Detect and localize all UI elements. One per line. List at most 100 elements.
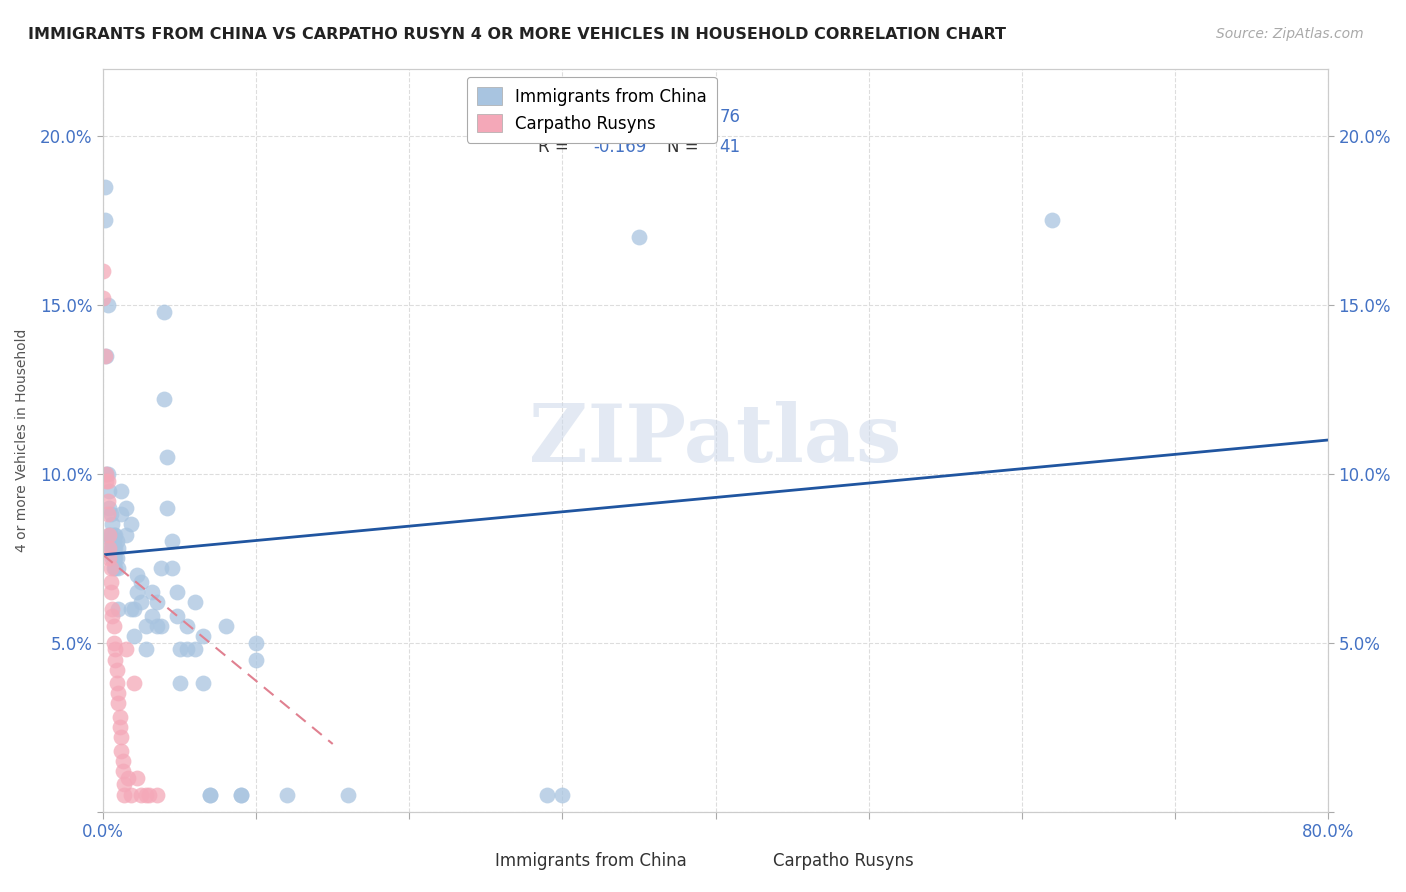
Text: Source: ZipAtlas.com: Source: ZipAtlas.com (1216, 27, 1364, 41)
Point (156, 500, 179, 515)
Point (97, 493, 120, 508)
Point (245, 652, 267, 666)
Point (107, 602, 129, 616)
Text: N =: N = (666, 137, 703, 155)
Point (117, 771, 139, 785)
Point (114, 788, 136, 802)
Text: -0.169: -0.169 (593, 137, 647, 155)
Point (122, 629, 145, 643)
Point (145, 788, 167, 802)
Point (160, 534, 183, 549)
Point (103, 635, 125, 649)
Point (105, 534, 128, 549)
Point (104, 551, 127, 566)
Point (131, 788, 153, 802)
Point (91, 291, 114, 305)
Point (103, 551, 125, 566)
Point (93, 213, 115, 227)
Point (337, 788, 360, 802)
Point (108, 710, 131, 724)
Point (627, 230, 650, 244)
Point (214, 619, 236, 633)
Point (169, 676, 191, 690)
Point (153, 304, 176, 318)
Point (551, 788, 574, 802)
Point (98, 527, 121, 541)
Point (91, 264, 114, 278)
Point (131, 595, 153, 609)
Text: R =: R = (538, 137, 574, 155)
Point (166, 608, 188, 623)
Point (100, 527, 122, 541)
Point (184, 595, 207, 609)
Point (184, 642, 207, 657)
Point (111, 754, 134, 768)
Text: IMMIGRANTS FROM CHINA VS CARPATHO RUSYN 4 OR MORE VEHICLES IN HOUSEHOLD CORRELAT: IMMIGRANTS FROM CHINA VS CARPATHO RUSYN … (28, 27, 1007, 42)
Text: 0.209: 0.209 (593, 108, 640, 126)
Point (103, 534, 125, 549)
Point (94, 349, 117, 363)
Point (98, 527, 121, 541)
Point (120, 602, 142, 616)
Point (150, 561, 173, 575)
Point (150, 619, 173, 633)
Point (100, 508, 122, 522)
Point (122, 602, 145, 616)
Point (141, 585, 163, 599)
Point (107, 541, 129, 555)
Point (120, 517, 142, 532)
Point (104, 527, 127, 541)
Point (107, 697, 129, 711)
Point (115, 527, 138, 541)
Point (104, 652, 127, 666)
Point (107, 561, 129, 575)
Point (107, 686, 129, 700)
Point (135, 642, 157, 657)
Point (100, 585, 122, 599)
Point (191, 629, 214, 643)
Point (111, 764, 134, 778)
Point (191, 676, 214, 690)
Y-axis label: 4 or more Vehicles in Household: 4 or more Vehicles in Household (15, 328, 30, 552)
Point (110, 508, 132, 522)
Point (135, 619, 157, 633)
Point (145, 619, 167, 633)
Point (105, 551, 128, 566)
Point (98, 551, 121, 566)
Legend: Immigrants from China, Carpatho Rusyns: Immigrants from China, Carpatho Rusyns (467, 77, 717, 143)
Point (98, 483, 121, 498)
Point (138, 788, 160, 802)
Point (160, 561, 183, 575)
Point (120, 788, 142, 802)
Point (125, 585, 148, 599)
Point (200, 788, 222, 802)
Point (98, 500, 121, 515)
Point (156, 450, 179, 464)
Point (166, 585, 188, 599)
Point (115, 642, 138, 657)
Point (93, 349, 115, 363)
Point (101, 541, 124, 555)
Point (101, 602, 124, 616)
Point (125, 568, 148, 582)
Point (103, 561, 125, 575)
Point (229, 788, 252, 802)
Point (100, 541, 122, 555)
Text: 41: 41 (720, 137, 741, 155)
Point (103, 619, 125, 633)
Point (101, 517, 124, 532)
Text: Carpatho Rusyns: Carpatho Rusyns (773, 852, 914, 870)
Point (176, 642, 198, 657)
Point (94, 467, 117, 481)
Text: R =: R = (538, 108, 574, 126)
Point (176, 619, 198, 633)
Point (94, 474, 117, 488)
Point (108, 720, 131, 734)
Point (153, 392, 176, 407)
Point (93, 179, 115, 194)
Point (245, 635, 267, 649)
Point (145, 595, 167, 609)
Point (169, 642, 191, 657)
Point (110, 744, 132, 758)
Point (103, 541, 125, 555)
